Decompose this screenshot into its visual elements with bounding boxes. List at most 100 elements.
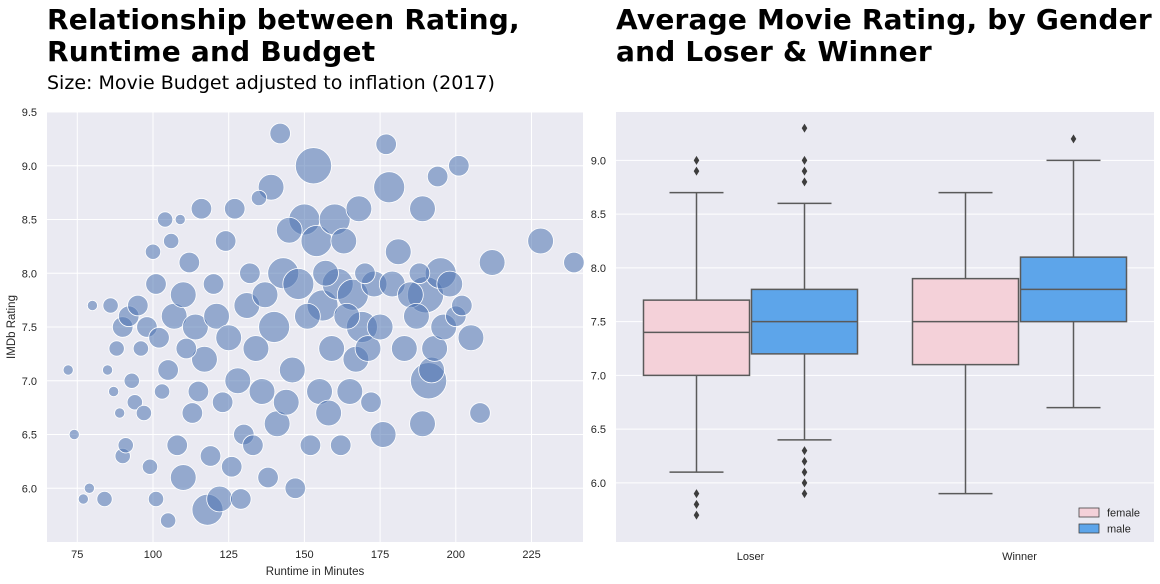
scatter-y-axis-label: IMDb Rating xyxy=(6,295,18,359)
scatter-point xyxy=(83,482,95,494)
scatter-y-tick-label: 6.0 xyxy=(22,483,37,495)
scatter-point xyxy=(182,313,209,341)
scatter-point xyxy=(318,335,345,362)
scatter-y-tick-label: 8.0 xyxy=(22,268,37,280)
scatter-point xyxy=(284,477,307,499)
scatter-point xyxy=(457,324,485,352)
scatter-point xyxy=(221,456,243,478)
scatter-point xyxy=(436,270,464,298)
legend-swatch-male xyxy=(1078,523,1100,534)
scatter-y-tick-label: 7.5 xyxy=(22,322,37,334)
scatter-point xyxy=(199,445,222,467)
boxplot-y-tick-label: 7.5 xyxy=(591,317,606,329)
right-title-line2: and Loser & Winner xyxy=(616,35,932,68)
scatter-point xyxy=(108,385,120,397)
scatter-point xyxy=(373,171,406,204)
scatter-point xyxy=(242,434,264,456)
scatter-point xyxy=(375,133,397,155)
boxplot-outlier xyxy=(801,166,808,176)
boxplot-outlier xyxy=(693,510,700,520)
scatter-point xyxy=(181,402,204,424)
scatter-point xyxy=(299,434,322,456)
scatter-point xyxy=(62,364,74,376)
scatter-point xyxy=(169,281,197,309)
scatter-point xyxy=(202,273,225,295)
scatter-point xyxy=(96,490,113,508)
scatter-point xyxy=(408,262,431,284)
boxplot-outlier xyxy=(801,467,808,477)
scatter-point xyxy=(258,311,291,343)
legend-label-female: female xyxy=(1107,508,1140,520)
scatter-point xyxy=(190,198,213,220)
scatter-point xyxy=(68,428,80,440)
scatter-point xyxy=(135,404,153,422)
scatter-y-tick-label: 9.5 xyxy=(22,107,37,119)
left-chart-title: Relationship between Rating, Runtime and… xyxy=(47,4,520,68)
scatter-point xyxy=(166,434,188,456)
scatter-point xyxy=(369,421,397,448)
scatter-point xyxy=(224,367,252,395)
scatter-point xyxy=(366,313,394,341)
scatter-point xyxy=(114,407,126,419)
scatter-point xyxy=(206,485,233,513)
scatter-point xyxy=(175,337,197,360)
scatter-point xyxy=(403,302,430,330)
right-chart-title: Average Movie Rating, by Gender and Lose… xyxy=(616,4,1152,68)
scatter-point xyxy=(123,372,140,389)
legend-swatch-female xyxy=(1078,507,1100,518)
scatter-point xyxy=(174,213,186,225)
legend-label-male: male xyxy=(1107,524,1131,536)
scatter-x-tick-label: 200 xyxy=(447,549,465,561)
scatter-point xyxy=(257,466,279,489)
scatter-point xyxy=(126,394,143,411)
scatter-point xyxy=(117,437,134,454)
scatter-x-tick-label: 175 xyxy=(371,549,389,561)
scatter-point xyxy=(141,458,159,475)
boxplot-outlier xyxy=(801,478,808,488)
scatter-x-tick-label: 225 xyxy=(522,549,540,561)
scatter-x-tick-label: 75 xyxy=(71,549,83,561)
scatter-point xyxy=(272,388,300,416)
scatter-point xyxy=(312,259,339,287)
scatter-point xyxy=(451,294,473,317)
boxplot-y-tick-label: 8.5 xyxy=(591,209,606,221)
boxplot-outlier xyxy=(801,123,808,133)
scatter-point xyxy=(345,195,373,223)
scatter-point xyxy=(153,383,171,400)
scatter-point xyxy=(169,464,197,491)
boxplot-outlier xyxy=(801,446,808,456)
scatter-point xyxy=(469,402,491,424)
scatter-point xyxy=(282,268,315,300)
boxplot-outlier xyxy=(693,499,700,509)
scatter-point xyxy=(145,273,167,295)
scatter-point xyxy=(354,262,376,284)
scatter-point xyxy=(147,490,165,508)
boxplot-outlier xyxy=(693,155,700,165)
scatter-point xyxy=(336,378,364,405)
scatter-point xyxy=(251,281,279,309)
scatter-point xyxy=(294,302,321,330)
scatter-y-tick-label: 6.5 xyxy=(22,430,37,442)
scatter-point xyxy=(269,122,291,145)
scatter-point xyxy=(384,238,412,266)
scatter-point xyxy=(333,302,361,330)
boxplot-box-female xyxy=(642,299,751,377)
scatter-point xyxy=(86,299,98,311)
boxplot-outlier xyxy=(693,166,700,176)
scatter-point xyxy=(409,410,436,438)
scatter-point xyxy=(211,391,234,413)
scatter-point xyxy=(563,251,585,274)
scatter-point xyxy=(215,324,242,352)
scatter-point xyxy=(191,345,218,373)
scatter-point xyxy=(360,391,382,413)
scatter-point xyxy=(330,434,352,456)
scatter-y-tick-label: 8.5 xyxy=(22,215,37,227)
boxplot-y-tick-label: 8.0 xyxy=(591,263,606,275)
boxplot-outlier xyxy=(1070,134,1077,144)
scatter-point xyxy=(108,340,125,357)
scatter-point xyxy=(250,189,268,207)
scatter-point xyxy=(239,262,261,284)
scatter-y-tick-label: 7.0 xyxy=(22,376,37,388)
boxplot-outlier xyxy=(801,456,808,466)
